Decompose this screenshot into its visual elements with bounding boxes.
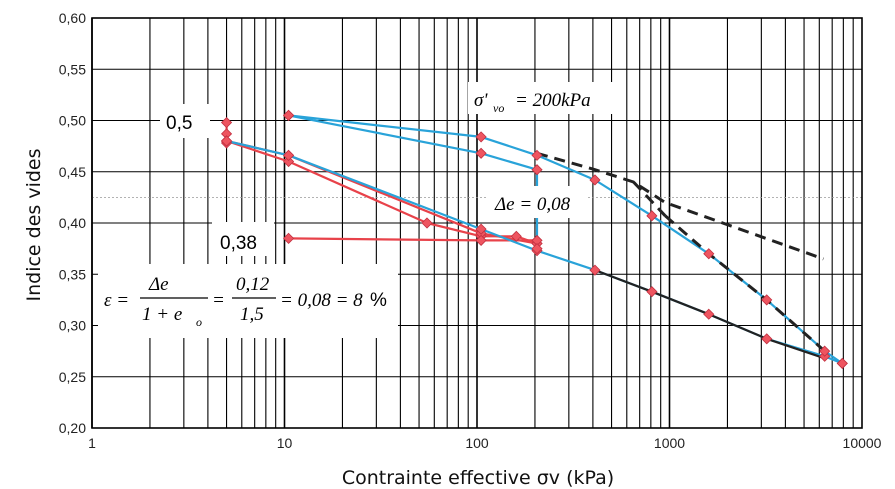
x-tick-label: 100 — [465, 435, 489, 451]
data-point — [220, 116, 233, 129]
data-point — [475, 223, 487, 235]
data-point — [531, 149, 543, 161]
series-line — [632, 180, 667, 217]
eps-rest: = 0,08 = 8 — [280, 290, 363, 311]
data-point — [283, 149, 295, 161]
data-point — [646, 286, 658, 298]
annotation-epsilon: ε = Δe 1 + e o = 0,12 1,5 = 0,08 = 8 % — [98, 264, 398, 338]
axes — [91, 17, 863, 429]
data-point — [761, 294, 773, 306]
data-point — [283, 109, 295, 121]
x-tick-label: 1 — [88, 435, 96, 451]
y-tick-label: 0,55 — [59, 61, 86, 77]
data-point — [283, 155, 295, 168]
series-line — [664, 214, 826, 353]
x-tick-label: 10000 — [843, 435, 882, 451]
eps-lhs: ε = — [104, 290, 129, 311]
annotation-e0-text: 0,5 — [166, 113, 192, 134]
data-point — [510, 230, 522, 242]
data-point — [421, 217, 433, 229]
eps-num2: 0,12 — [236, 274, 270, 295]
annotation-ef: 0,38 — [212, 222, 274, 256]
data-point — [761, 333, 773, 345]
data-point — [703, 248, 715, 260]
data-point — [646, 210, 658, 222]
eps-eq2: = — [212, 290, 225, 311]
annotation-delta: Δe = 0,08 — [488, 186, 588, 218]
sigma-lhs: σ' — [474, 90, 488, 111]
data-point — [283, 232, 295, 244]
sigma-rhs: = 200kPa — [515, 90, 591, 111]
data-point — [531, 243, 543, 255]
grid-lines — [91, 17, 862, 429]
x-tick-label: 1000 — [654, 435, 685, 451]
data-point — [589, 174, 601, 186]
eps-num1: Δe — [148, 274, 169, 295]
eps-den2: 1,5 — [240, 304, 264, 325]
data-point — [475, 147, 487, 159]
y-tick-label: 0,20 — [59, 420, 86, 436]
annotation-e0: 0,5 — [160, 104, 210, 138]
data-point — [819, 345, 831, 357]
y-tick-label: 0,35 — [59, 266, 86, 282]
eps-den1: 1 + e — [142, 304, 182, 325]
delta-text: Δe = 0,08 — [494, 194, 571, 215]
eps-den1-sub: o — [196, 315, 202, 329]
data-point — [475, 131, 487, 143]
series-2 — [536, 151, 826, 353]
annotation-sigma: σ' vo = 200kPa — [468, 82, 614, 115]
series-1-markers — [220, 109, 848, 369]
data-point — [703, 308, 715, 320]
tick-labels: 1 10 100 1000 10000 0,20 0,25 0,30 0,35 0,40 0,45 0… — [59, 10, 882, 451]
plot-frame — [91, 17, 863, 429]
y-tick-label: 0,45 — [59, 164, 86, 180]
annotation-ef-text: 0,38 — [220, 233, 257, 254]
sigma-sub: vo — [493, 101, 504, 115]
y-tick-label: 0,30 — [59, 318, 86, 334]
data-series — [220, 109, 848, 369]
y-tick-label: 0,40 — [59, 215, 86, 231]
x-axis-label: Contrainte effective σv (kPa) — [342, 467, 614, 489]
y-tick-label: 0,60 — [59, 10, 86, 26]
y-tick-label: 0,25 — [59, 369, 86, 385]
y-axis-label: Indice des vides — [23, 148, 45, 301]
data-point — [220, 135, 233, 147]
data-point — [531, 164, 543, 176]
x-tick-label: 10 — [277, 435, 293, 451]
data-point — [475, 234, 487, 246]
y-tick-label: 0,50 — [59, 113, 86, 129]
data-point — [836, 357, 848, 369]
eps-pct: % — [370, 290, 387, 311]
data-point — [589, 264, 601, 276]
